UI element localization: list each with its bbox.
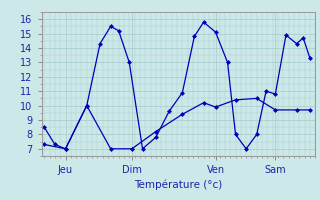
X-axis label: Température (°c): Température (°c) bbox=[134, 179, 222, 190]
